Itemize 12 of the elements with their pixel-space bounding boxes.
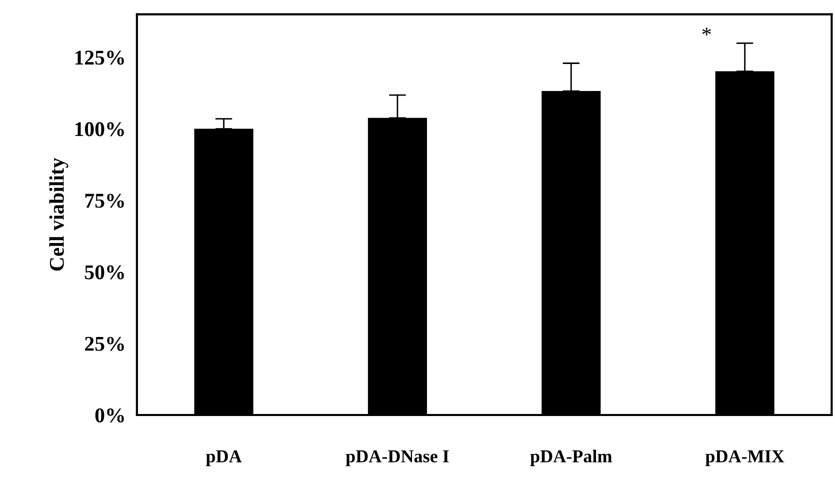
x-tick-label: pDA: [206, 450, 242, 466]
annotation: *: [702, 28, 711, 36]
y-tick-label: 50%: [84, 265, 124, 280]
y-tick-label: 25%: [85, 336, 124, 351]
y-tick-label: 75%: [85, 194, 124, 208]
y-tick-label: 0%: [95, 408, 124, 422]
y-tick-label: 100%: [75, 122, 124, 136]
x-tick-label: pDA-MIX: [705, 450, 784, 466]
y-tick-label: 125%: [75, 50, 124, 65]
x-tick-label: pDA-Palm: [530, 450, 612, 466]
x-tick-label: pDA-DNase I: [346, 450, 449, 466]
y-axis-title: Cell viability: [49, 158, 68, 271]
